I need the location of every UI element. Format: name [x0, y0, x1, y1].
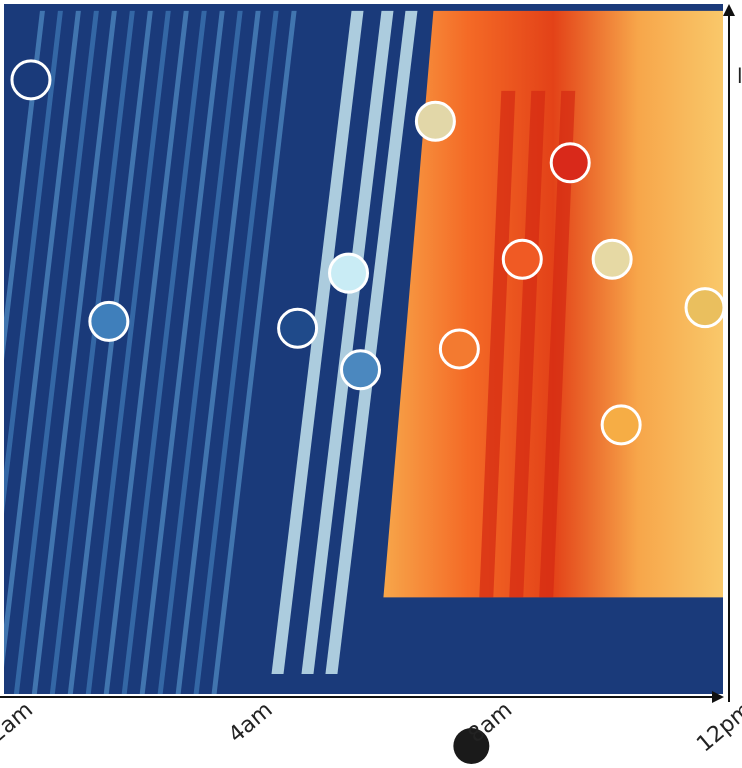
heatmap-stripe [211, 10, 297, 694]
heatmap-stripe [4, 10, 63, 515]
data-point [414, 100, 456, 142]
y-axis-partial-label: l [737, 64, 742, 88]
data-point [438, 328, 480, 370]
heatmap-stripe [157, 10, 243, 694]
y-axis-arrow [723, 4, 735, 16]
x-tick-label: 12pm [692, 697, 742, 757]
axis-marker [453, 728, 490, 764]
data-point [328, 252, 370, 294]
data-point [549, 142, 591, 184]
heatmap-light-band [325, 10, 418, 674]
data-point [88, 300, 130, 342]
heatmap-stripe [13, 10, 99, 694]
data-point [501, 238, 543, 280]
heatmap-red-band [539, 90, 576, 598]
x-tick-label: 4am [224, 697, 278, 748]
heatmap-stripe [31, 10, 117, 694]
heatmap-stripe [139, 10, 225, 694]
data-point [340, 349, 382, 391]
x-axis-arrow [712, 691, 724, 703]
data-point [600, 404, 642, 446]
heatmap-stripe [49, 10, 135, 694]
heatmap-stripe [4, 10, 45, 361]
heatmap-stripe [175, 10, 261, 694]
heatmap-stripe [103, 10, 189, 694]
data-point [591, 238, 633, 280]
heatmap-stripe [67, 10, 153, 694]
heatmap-stripe [121, 10, 207, 694]
heatmap-light-band [301, 10, 394, 674]
x-tick-label: 12am [0, 697, 38, 757]
data-point [684, 287, 726, 329]
x-tick-labels: 12am 4am 8am 12pm [0, 697, 742, 757]
heatmap-stripe [4, 10, 81, 668]
heatmap-red-band [479, 90, 516, 598]
heatmap-stripe [193, 10, 279, 694]
scatter-points [10, 59, 726, 764]
plot-area [4, 4, 723, 694]
heatmap-light-band [271, 10, 364, 674]
axes: l [0, 4, 742, 703]
data-point [277, 307, 319, 349]
data-point [10, 59, 52, 101]
heatmap-red-band [509, 90, 546, 598]
heatmap-stripe [85, 10, 171, 694]
